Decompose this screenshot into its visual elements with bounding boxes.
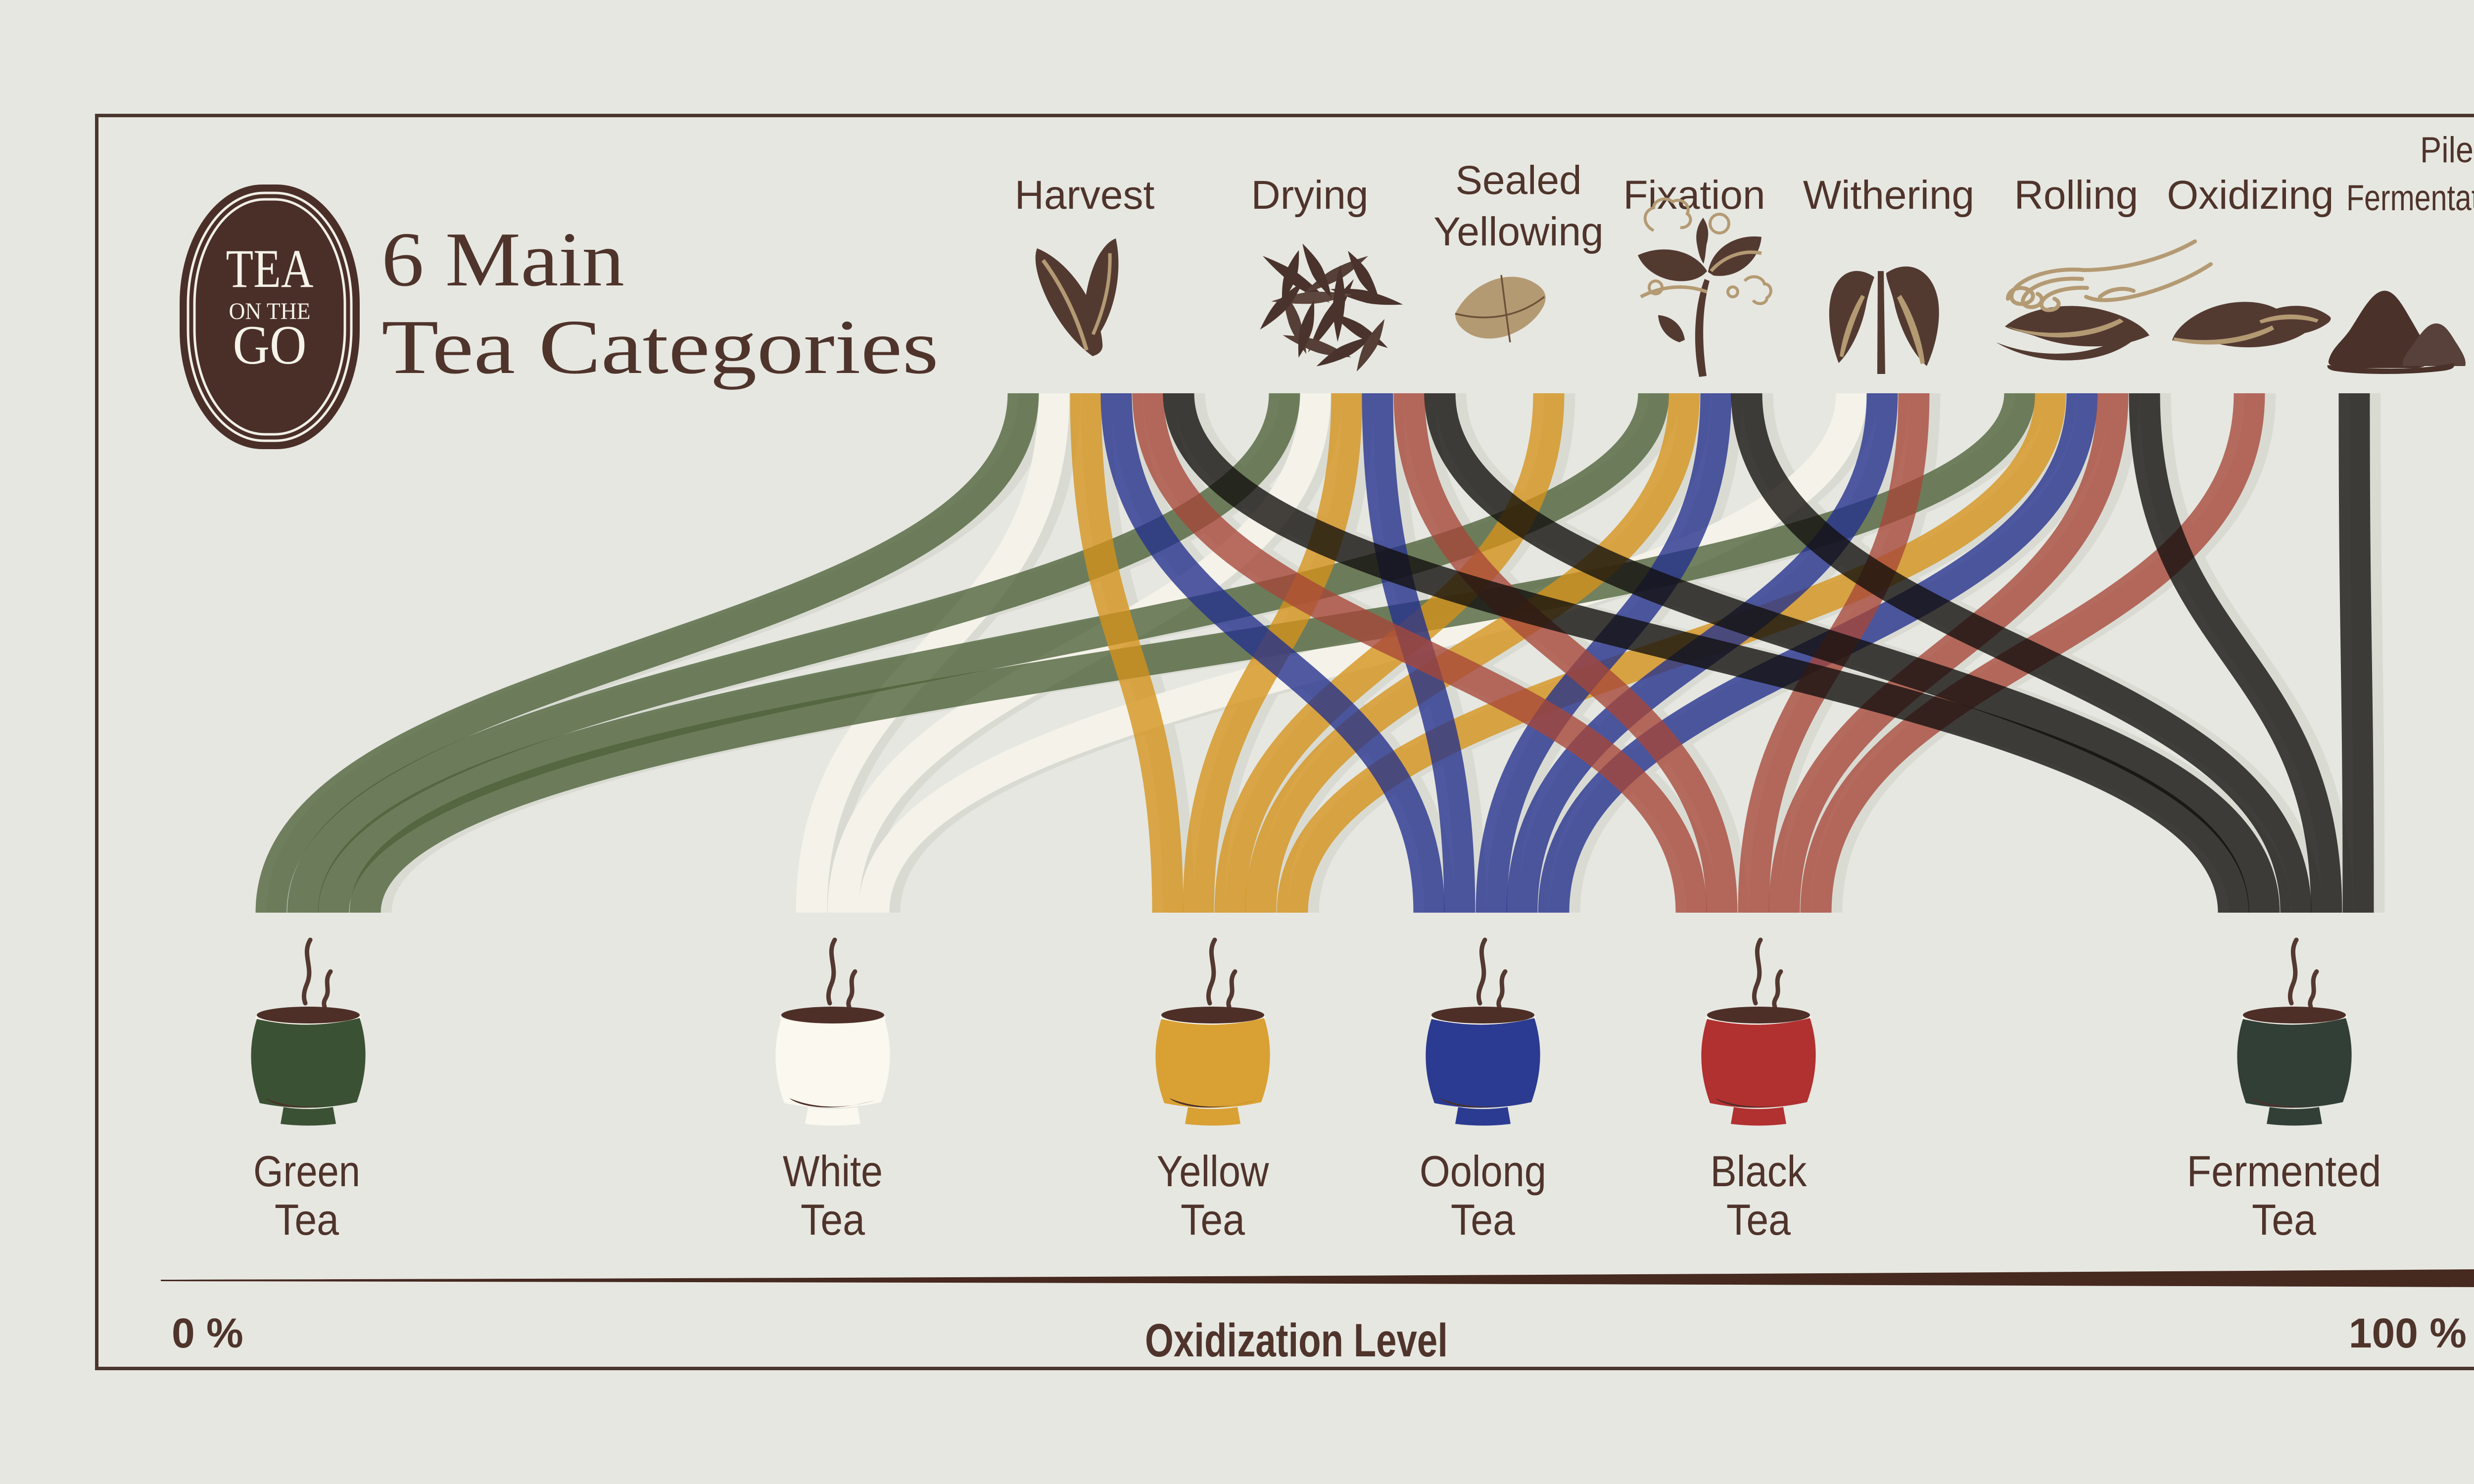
svg-text:6 Main: 6 Main: [381, 216, 624, 302]
svg-text:Yellow: Yellow: [1157, 1147, 1269, 1196]
svg-text:White: White: [783, 1147, 883, 1196]
svg-text:Sealed: Sealed: [1455, 158, 1581, 203]
svg-text:Harvest: Harvest: [1015, 173, 1155, 218]
svg-text:Tea Categories: Tea Categories: [381, 304, 939, 390]
svg-text:Fixation: Fixation: [1623, 173, 1765, 218]
svg-text:Fermented: Fermented: [2187, 1147, 2381, 1196]
svg-text:Tea: Tea: [275, 1195, 339, 1244]
svg-text:ON THE: ON THE: [229, 298, 311, 325]
svg-text:Oolong: Oolong: [1420, 1147, 1546, 1196]
svg-text:Oxidization Level: Oxidization Level: [1145, 1314, 1448, 1367]
svg-text:GO: GO: [233, 315, 307, 376]
svg-text:Tea: Tea: [1726, 1195, 1791, 1244]
svg-text:Oxidizing: Oxidizing: [2167, 173, 2333, 218]
svg-text:Rolling: Rolling: [2014, 173, 2139, 218]
svg-text:Yellowing: Yellowing: [1433, 209, 1603, 254]
svg-text:Tea: Tea: [801, 1195, 865, 1244]
svg-text:100 %: 100 %: [2349, 1310, 2467, 1356]
svg-text:Green: Green: [253, 1147, 360, 1196]
svg-text:Tea: Tea: [1181, 1195, 1245, 1244]
svg-text:Tea: Tea: [1451, 1195, 1515, 1244]
svg-text:Tea: Tea: [2252, 1195, 2316, 1244]
svg-text:0 %: 0 %: [172, 1310, 243, 1356]
svg-text:Pile: Pile: [2420, 130, 2474, 170]
svg-text:Drying: Drying: [1251, 173, 1369, 218]
svg-text:Black: Black: [1711, 1147, 1808, 1196]
svg-text:Fermentation: Fermentation: [2346, 178, 2474, 218]
svg-text:TEA: TEA: [226, 238, 314, 299]
svg-text:Withering: Withering: [1803, 173, 1974, 218]
